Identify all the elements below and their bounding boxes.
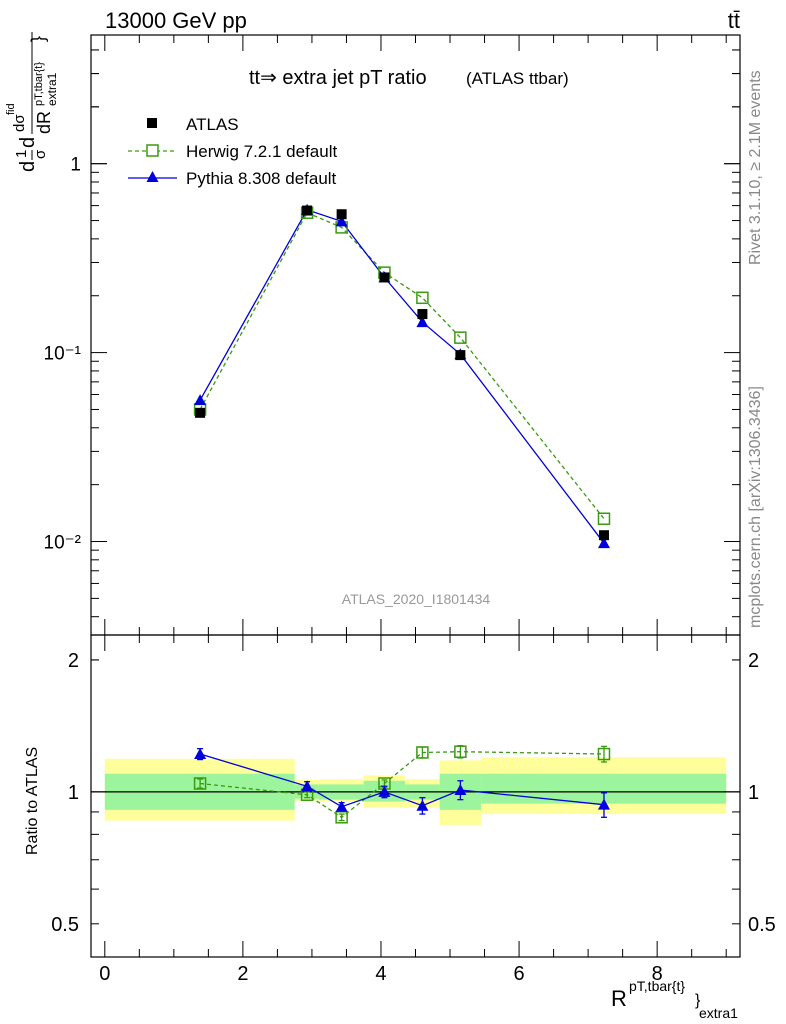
ratio-axes: 0 2 4 6 8 0.5 0.5 1 1 2 2 — [51, 635, 776, 985]
herwig-ratio-point — [597, 747, 611, 761]
x-tick-label: 4 — [375, 963, 386, 985]
y-tick-label: 1 — [68, 782, 79, 804]
ratio-chart-marks — [91, 744, 740, 826]
herwig-point — [454, 331, 467, 344]
chart-subtitle: (ATLAS ttbar) — [466, 69, 569, 88]
x-axis-label: R pT,tbar{t} } extra1 — [611, 978, 738, 1021]
atlas-point — [302, 205, 313, 216]
header-right-label: tt̄ — [728, 8, 740, 33]
herwig-line — [199, 211, 605, 520]
svg-text:}: } — [695, 992, 701, 1009]
herwig-point — [597, 512, 611, 525]
svg-text:d: d — [17, 137, 39, 148]
y-tick-label: 0.5 — [51, 914, 79, 936]
legend: ATLAS Herwig 7.2.1 default Pythia 8.308 … — [128, 115, 337, 188]
y-tick-label: 2 — [68, 650, 79, 672]
y-tick-label: 10⁻¹ — [44, 344, 82, 365]
pythia-point — [335, 215, 348, 227]
main-axes: 1 10⁻¹ 10⁻² — [44, 35, 740, 635]
herwig-ratio-point — [416, 746, 429, 759]
pythia-ratio-point — [378, 785, 391, 797]
pythia-point — [194, 394, 207, 406]
mcplots-credit-label: mcplots.cern.ch [arXiv:1306.3436] — [747, 386, 764, 628]
herwig-ratio-point — [335, 811, 348, 824]
pythia-point — [597, 537, 610, 549]
x-tick-label: 8 — [652, 963, 663, 985]
svg-text:extra1: extra1 — [699, 1005, 738, 1021]
legend-herwig-label: Herwig 7.2.1 default — [186, 142, 337, 161]
x-tick-label: 2 — [237, 963, 248, 985]
svg-text:extra1: extra1 — [45, 72, 59, 106]
svg-text:fid: fid — [5, 103, 17, 115]
analysis-watermark: ATLAS_2020_I1801434 — [342, 591, 491, 607]
y-tick-label: 10⁻² — [44, 533, 82, 554]
rivet-version-label: Rivet 3.1.10, ≥ 2.1M events — [747, 70, 764, 265]
pythia-point — [416, 316, 429, 328]
legend-herwig-marker — [146, 144, 159, 157]
atlas-point — [417, 309, 428, 320]
ratio-frame — [90, 634, 741, 958]
y-tick-label-right: 0.5 — [748, 914, 776, 936]
legend-atlas-marker — [147, 118, 157, 128]
svg-text:R: R — [611, 986, 627, 1011]
main-chart-marks — [193, 203, 611, 549]
legend-pythia-marker — [146, 171, 159, 182]
atlas-point — [598, 530, 609, 541]
pythia-ratio-point — [416, 799, 429, 811]
header-left-label: 13000 GeV pp — [105, 8, 247, 33]
x-tick-label: 6 — [514, 963, 525, 985]
top-y-axis-label: d 1 σ d dσ fid dR pT,tbar{t} extra1 } — [5, 32, 59, 172]
legend-atlas-label: ATLAS — [186, 115, 239, 134]
main-panel: 1 10⁻¹ 10⁻² tt⇒ extra jet pT ratio (ATLAS … — [44, 34, 741, 636]
pythia-ratio-point — [335, 800, 348, 812]
x-tick-label: 0 — [99, 963, 110, 985]
atlas-point — [379, 272, 390, 283]
svg-text:σ: σ — [32, 149, 49, 159]
herwig-ratio-point — [193, 777, 207, 790]
svg-text:dR: dR — [34, 111, 54, 134]
legend-pythia-label: Pythia 8.308 default — [186, 169, 337, 188]
herwig-ratio-point — [454, 745, 467, 758]
chart-title: tt⇒ extra jet pT ratio — [249, 67, 427, 89]
svg-text:}: } — [28, 36, 48, 42]
pythia-ratio-point — [194, 748, 207, 760]
svg-text:d: d — [17, 161, 39, 172]
atlas-point — [455, 350, 466, 361]
svg-text:1: 1 — [13, 150, 30, 158]
atlas-point — [336, 209, 347, 220]
pythia-ratio-point — [454, 783, 467, 795]
atlas-point — [195, 407, 206, 418]
y-tick-label: 1 — [70, 155, 81, 176]
pythia-line — [199, 209, 605, 544]
pythia-ratio-point — [301, 780, 314, 792]
y-tick-label-right: 2 — [748, 650, 759, 672]
svg-text:pT,tbar{t}: pT,tbar{t} — [33, 62, 45, 106]
y-tick-label-right: 1 — [748, 782, 759, 804]
pythia-ratio-point — [597, 798, 610, 810]
svg-text:pT,tbar{t}: pT,tbar{t} — [629, 978, 685, 994]
ratio-y-axis-label: Ratio to ATLAS — [24, 747, 41, 855]
svg-text:dσ: dσ — [11, 114, 28, 132]
herwig-point — [416, 291, 429, 305]
ratio-panel: 0 2 4 6 8 0.5 0.5 1 1 2 2 Ratio to ATLAS — [24, 634, 776, 985]
